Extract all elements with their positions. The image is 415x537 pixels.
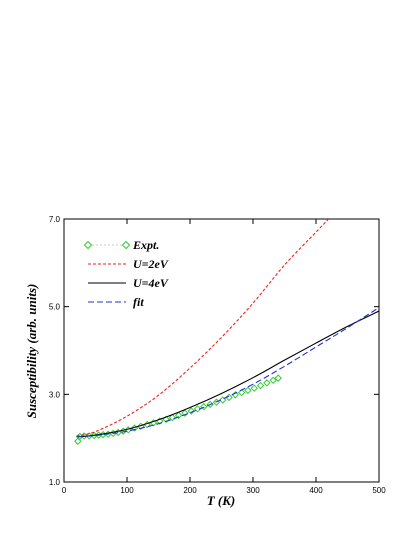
series-u-2ev	[76, 219, 329, 437]
expt-point	[193, 405, 202, 413]
plot-frame	[63, 218, 380, 483]
expt-point	[168, 413, 177, 422]
expt-point	[250, 384, 258, 392]
expt-point	[269, 376, 277, 385]
series-fit	[76, 307, 379, 438]
legend-item: fit	[88, 295, 144, 309]
legend: Expt. U=2eV U=4eV fit	[83, 238, 169, 309]
expt-point	[256, 381, 265, 390]
legend-label: U=4eV	[133, 276, 169, 290]
x-axis-title: T (K)	[207, 493, 236, 508]
expt-point	[237, 388, 246, 397]
x-tick-label: 200	[183, 486, 197, 495]
x-axis-ticks: 0 100 200 300 400 500	[62, 219, 386, 495]
legend-label: Expt.	[132, 238, 159, 252]
y-axis-ticks: 1.0 3.0 5.0 7.0	[49, 215, 379, 487]
y-tick-label: 3.0	[49, 390, 61, 399]
expt-point	[181, 409, 189, 417]
series-layer	[74, 219, 379, 445]
y-tick-label: 5.0	[49, 303, 61, 312]
legend-item: U=2eV	[88, 257, 169, 271]
y-tick-label: 7.0	[49, 215, 61, 224]
y-axis-title: Susceptibility (arb. units)	[24, 284, 39, 419]
expt-point	[74, 437, 82, 445]
legend-item: Expt.	[83, 238, 159, 252]
x-tick-label: 0	[62, 486, 67, 495]
x-tick-label: 500	[372, 486, 386, 495]
expt-point	[187, 407, 195, 415]
expt-point	[143, 420, 151, 429]
expt-point	[244, 386, 252, 395]
series-line	[76, 219, 329, 437]
x-tick-label: 300	[246, 486, 260, 495]
series-u-4ev	[76, 310, 379, 438]
x-tick-label: 400	[309, 486, 323, 495]
expt-point	[263, 379, 271, 387]
y-tick-label: 1.0	[49, 478, 61, 487]
series-line	[76, 307, 379, 438]
series-line	[76, 310, 379, 438]
legend-item: U=4eV	[88, 276, 169, 290]
x-tick-label: 100	[120, 486, 134, 495]
expt-point	[219, 396, 227, 404]
expt-point	[174, 411, 183, 420]
legend-label: U=2eV	[133, 257, 169, 271]
expt-point	[274, 374, 282, 382]
expt-point	[200, 402, 208, 411]
legend-label: fit	[133, 295, 144, 309]
legend-marker	[83, 240, 93, 250]
expt-point	[225, 393, 233, 402]
legend-marker	[121, 240, 131, 250]
